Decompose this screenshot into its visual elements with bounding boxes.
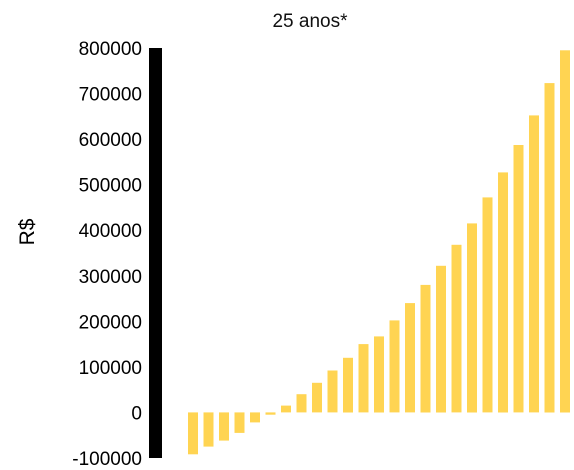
- bar: [389, 320, 400, 413]
- bar: [498, 172, 508, 413]
- bars: [188, 50, 570, 455]
- bar: [250, 412, 260, 423]
- y-tick-label: 600000: [79, 130, 142, 151]
- bar: [327, 370, 338, 413]
- y-axis-line: [149, 48, 162, 458]
- bar: [374, 336, 384, 413]
- chart-title: 25 anos*: [272, 11, 348, 32]
- bar: [482, 197, 493, 413]
- bar: [281, 405, 291, 413]
- y-axis-ticks: 800000 700000 600000 500000 400000 300000 2000…: [72, 39, 142, 470]
- bar: [188, 412, 198, 455]
- bar: [312, 382, 322, 413]
- bar: [203, 412, 214, 447]
- y-tick-label: 800000: [79, 39, 142, 60]
- y-tick-label: 500000: [79, 176, 142, 197]
- y-tick-label: 0: [131, 403, 142, 424]
- y-tick-label: 200000: [79, 312, 142, 333]
- bar: [296, 394, 307, 413]
- bar: [343, 357, 353, 413]
- bar: [467, 223, 477, 413]
- bar: [544, 83, 555, 413]
- bar: [451, 244, 462, 413]
- bar: [560, 50, 570, 413]
- bar: [219, 412, 229, 441]
- bar: [513, 145, 524, 413]
- bar: [234, 412, 245, 433]
- y-tick-label: 100000: [79, 358, 142, 379]
- bar: [358, 344, 369, 413]
- bar: [405, 303, 415, 413]
- bar: [436, 265, 446, 413]
- bar: [265, 412, 276, 415]
- bar: [420, 284, 431, 413]
- y-tick-label: 400000: [79, 221, 142, 242]
- y-tick-label: -100000: [72, 449, 142, 470]
- bar: [529, 115, 539, 413]
- y-axis-label: R$: [16, 218, 39, 245]
- y-tick-label: 300000: [79, 267, 142, 288]
- y-tick-label: 700000: [79, 85, 142, 106]
